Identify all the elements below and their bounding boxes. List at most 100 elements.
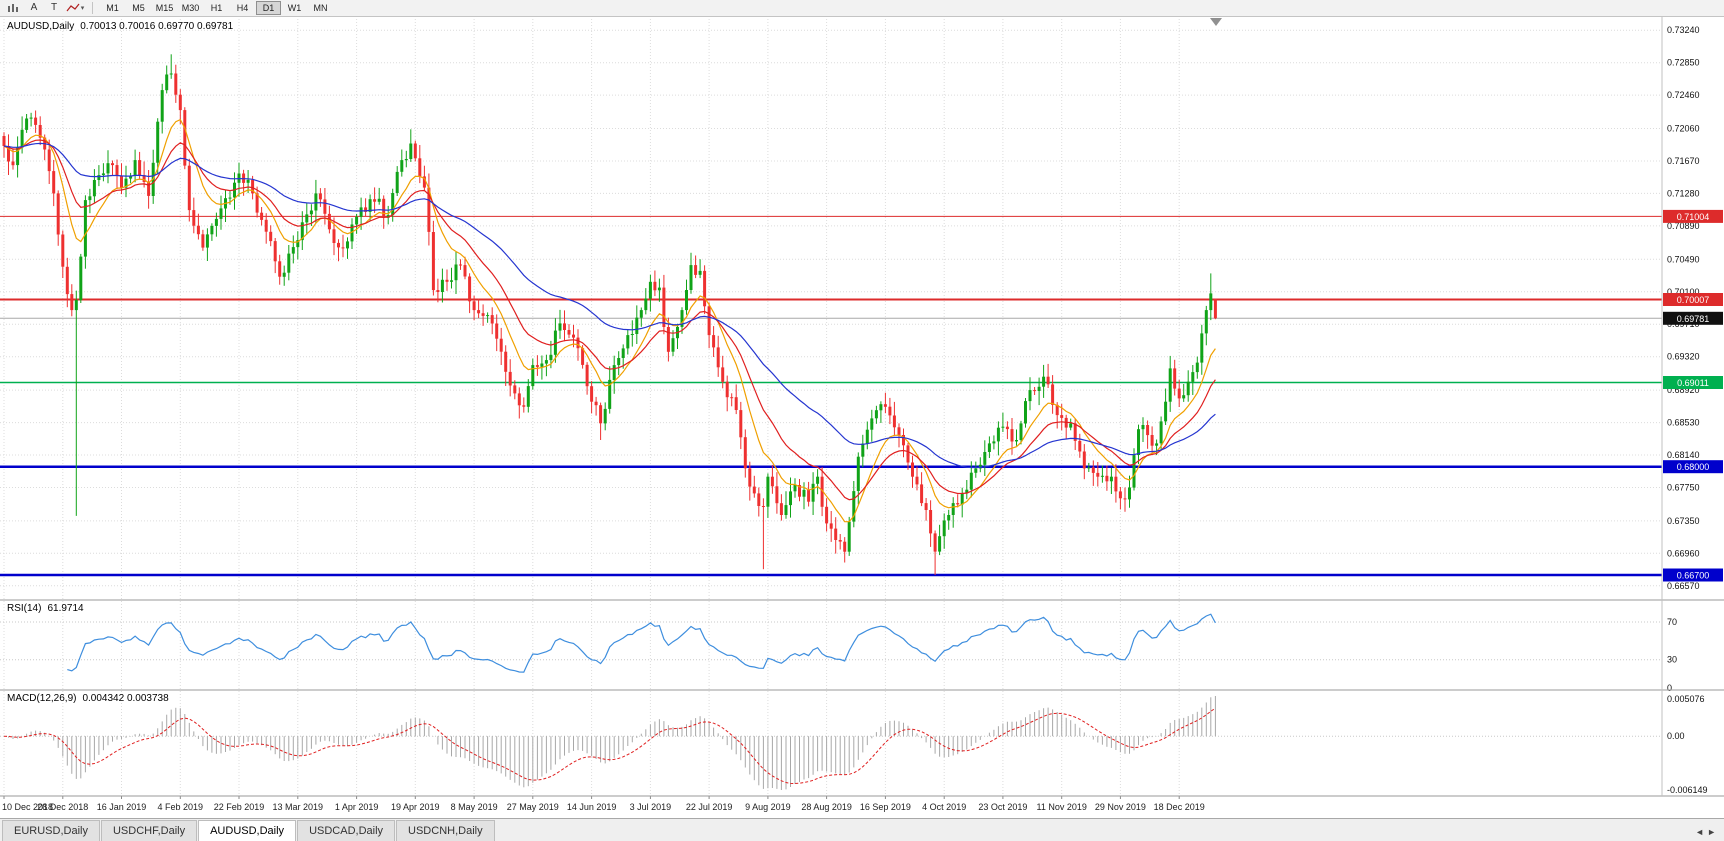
macd-header: MACD(12,26,9) 0.004342 0.003738 <box>7 693 169 704</box>
indicators-icon[interactable]: ▾ <box>65 1 85 15</box>
price-axis-label: 0.71670 <box>1667 156 1700 166</box>
chart-canvas[interactable]: 0.73240 0.72850 0.72460 0.72060 0.71670 0.712… <box>0 0 1724 818</box>
chart-tab-eurusd[interactable]: EURUSD,Daily <box>2 820 100 841</box>
candle-body <box>92 180 96 197</box>
timeframe-button-d1[interactable]: D1 <box>256 1 281 15</box>
candle-body <box>1150 435 1154 446</box>
macd-axis-zero-label: 0.00 <box>1667 731 1685 741</box>
candle-body <box>1082 451 1086 469</box>
candle-body <box>635 317 639 334</box>
candle-body <box>355 216 359 225</box>
candle-body <box>391 193 395 216</box>
macd-histogram <box>8 696 1216 790</box>
candle-body <box>337 242 340 248</box>
candle-body <box>332 229 336 243</box>
candle-body <box>1033 390 1037 392</box>
svg-text:0.68000: 0.68000 <box>1677 462 1710 472</box>
svg-text:0.69781: 0.69781 <box>1677 314 1710 324</box>
candle-body <box>1200 333 1204 363</box>
candle-body <box>1015 440 1018 442</box>
tab-list: EURUSD,Daily USDCHF,Daily AUDUSD,Daily USDC… <box>2 820 496 841</box>
candle-body <box>558 323 562 331</box>
date-axis-label: 13 Mar 2019 <box>273 802 324 812</box>
candle-body <box>526 386 530 407</box>
candle-body <box>996 427 1000 442</box>
candle-body <box>1100 475 1104 477</box>
candle-body <box>879 404 883 411</box>
chart-type-icon[interactable] <box>3 1 23 15</box>
candle-body <box>1155 443 1159 446</box>
price-axis-label: 0.68140 <box>1667 450 1700 460</box>
candle-body <box>911 462 914 477</box>
macd-signal-line <box>3 707 1216 785</box>
candle-body <box>960 493 964 505</box>
timeframe-button-m1[interactable]: M1 <box>100 1 125 15</box>
candle-body <box>834 528 838 540</box>
candle-body <box>856 456 860 491</box>
price-axis-label: 0.68530 <box>1667 418 1700 428</box>
candle-body <box>553 330 557 355</box>
timeframe-button-m30[interactable]: M30 <box>178 1 203 15</box>
candle-body <box>513 385 517 394</box>
chart-tab-usdchf[interactable]: USDCHF,Daily <box>100 820 198 841</box>
chart-shift-marker[interactable] <box>1210 18 1222 26</box>
candle-body <box>680 310 684 327</box>
candle-body <box>838 540 842 542</box>
candle-body <box>1096 472 1100 477</box>
cursor-a-button[interactable]: A <box>25 1 43 15</box>
candle-body <box>70 294 74 311</box>
chart-tab-audusd[interactable]: AUDUSD,Daily <box>198 820 297 841</box>
candle-body <box>377 198 381 202</box>
candle-body <box>174 73 178 95</box>
candle-body <box>734 397 738 410</box>
candle-body <box>450 280 453 282</box>
candle-body <box>585 364 589 387</box>
timeframe-button-h4[interactable]: H4 <box>230 1 255 15</box>
price-axis-label: 0.73240 <box>1667 25 1700 35</box>
timeframe-button-w1[interactable]: W1 <box>282 1 307 15</box>
timeframe-button-h1[interactable]: H1 <box>204 1 229 15</box>
candle-body <box>264 219 268 232</box>
candle-body <box>205 234 209 248</box>
tab-scroll-right-button[interactable]: ► <box>1707 827 1716 837</box>
candle-body <box>373 199 377 202</box>
candle-body <box>56 193 60 235</box>
date-axis-label: 3 Jul 2019 <box>630 802 672 812</box>
macd-axis-top-label: 0.005076 <box>1667 694 1705 704</box>
candle-body <box>965 489 969 494</box>
ma-line-50 <box>3 142 1216 469</box>
price-axis-label: 0.69320 <box>1667 352 1700 362</box>
text-tool-button[interactable]: T <box>45 1 63 15</box>
candle-body <box>1173 368 1177 389</box>
candle-body <box>666 327 670 352</box>
candle-body <box>874 410 878 419</box>
candle-body <box>228 197 232 199</box>
candle-body <box>504 351 508 372</box>
candle-body <box>924 503 928 510</box>
candle-body <box>192 210 196 226</box>
timeframe-button-mn[interactable]: MN <box>308 1 333 15</box>
timeframe-button-m15[interactable]: M15 <box>152 1 177 15</box>
candle-body <box>1051 384 1055 405</box>
timeframe-button-m5[interactable]: M5 <box>126 1 151 15</box>
price-badge: 0.70007 <box>1663 293 1723 306</box>
price-badge: 0.69011 <box>1663 376 1723 389</box>
candle-body <box>459 264 462 266</box>
tab-scroll-arrows: ◄ ► <box>1695 827 1724 841</box>
candle-body <box>468 276 472 302</box>
price-axis-label: 0.67750 <box>1667 483 1700 493</box>
candle-body <box>97 175 101 180</box>
tab-scroll-left-button[interactable]: ◄ <box>1695 827 1705 837</box>
candle-body <box>969 472 973 490</box>
candle-body <box>716 347 720 368</box>
candle-body <box>951 503 955 515</box>
candle-body <box>757 493 761 506</box>
candle-body <box>1195 362 1199 373</box>
candle-body <box>210 225 214 235</box>
candle-body <box>549 354 553 361</box>
chart-tab-usdcnh[interactable]: USDCNH,Daily <box>396 820 495 841</box>
candle-body <box>382 198 386 218</box>
candle-body <box>775 486 779 504</box>
candle-body <box>811 483 815 502</box>
chart-tab-usdcad[interactable]: USDCAD,Daily <box>297 820 396 841</box>
